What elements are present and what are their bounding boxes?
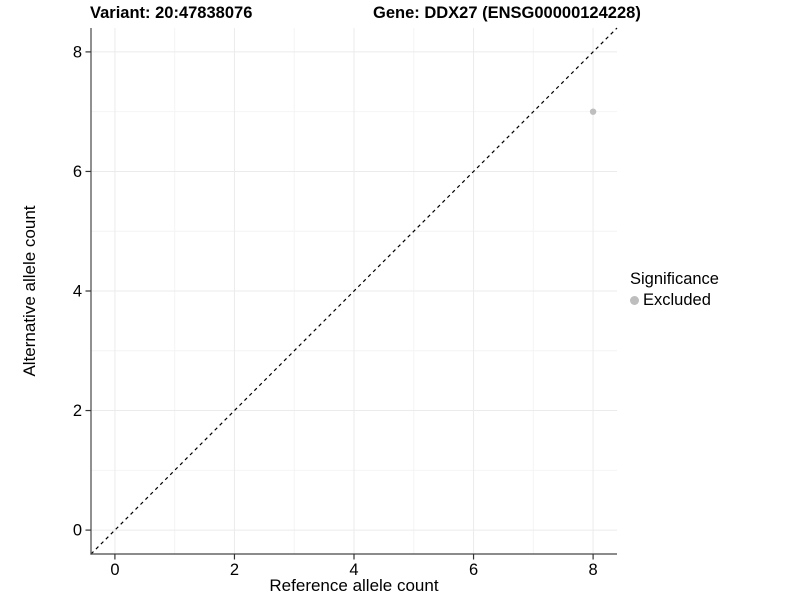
x-tick-label: 4	[349, 561, 358, 579]
variant-title: Variant: 20:47838076	[90, 4, 253, 22]
legend-point-icon	[630, 296, 639, 305]
legend-item-label: Excluded	[643, 291, 711, 309]
legend: Significance Excluded	[630, 270, 719, 310]
legend-title: Significance	[630, 270, 719, 288]
x-tick-label: 2	[230, 561, 239, 579]
data-point	[589, 108, 597, 115]
x-tick-label: 8	[588, 561, 597, 579]
y-axis-title: Alternative allele count	[20, 205, 39, 377]
y-tick-label: 6	[73, 163, 82, 181]
legend-item-excluded: Excluded	[630, 291, 719, 310]
gene-title: Gene: DDX27 (ENSG00000124228)	[373, 4, 641, 22]
y-tick-label: 8	[73, 43, 82, 61]
y-tick-label: 2	[73, 402, 82, 420]
y-tick-label: 0	[73, 522, 82, 540]
y-tick-label: 4	[73, 283, 82, 301]
x-tick-label: 6	[469, 561, 478, 579]
x-axis-title: Reference allele count	[269, 576, 439, 595]
identity-line	[90, 27, 618, 555]
x-tick-label: 0	[110, 561, 119, 579]
